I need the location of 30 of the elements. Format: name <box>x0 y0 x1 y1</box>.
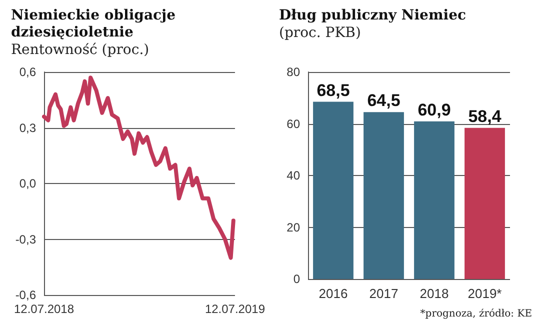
chart-subtitle: (proc. PKB) <box>279 25 361 41</box>
bar <box>464 128 505 279</box>
x-tick-label: 2017 <box>369 286 398 301</box>
bar <box>414 121 454 279</box>
y-tick-label: 20 <box>286 220 300 234</box>
y-tick-label: -0,6 <box>15 288 36 302</box>
chart-title: Dług publiczny Niemiec <box>279 8 466 24</box>
line-series <box>42 76 236 260</box>
data-label: 58,4 <box>468 106 502 126</box>
data-label: 60,9 <box>418 100 451 120</box>
y-tick-label: 0,0 <box>19 176 36 190</box>
x-tick-label: 12.07.2018 <box>14 302 74 316</box>
y-tick-label: 60 <box>286 116 300 131</box>
y-tick-label: 0,3 <box>19 120 36 135</box>
bar <box>364 112 404 279</box>
y-tick-label: 80 <box>286 65 300 79</box>
y-tick-label: -0,3 <box>15 232 36 246</box>
chart-subtitle: Rentowność (proc.) <box>11 42 150 58</box>
x-tick-label: 2016 <box>318 286 348 301</box>
x-tick-label: 2019* <box>468 286 502 301</box>
data-label: 68,5 <box>316 80 350 100</box>
chart-title: Niemieckie obligacje dziesięcioletnie <box>11 8 180 40</box>
x-tick-label: 2018 <box>420 286 449 301</box>
data-label: 64,5 <box>367 91 400 110</box>
y-tick-label: 0 <box>293 272 300 286</box>
y-tick-label: 40 <box>286 168 300 182</box>
bar <box>313 102 354 279</box>
x-tick-label: 12.07.2019 <box>204 302 266 316</box>
text: *prognoza, źródło: KE <box>420 308 532 320</box>
y-tick-label: 0,6 <box>19 65 36 79</box>
